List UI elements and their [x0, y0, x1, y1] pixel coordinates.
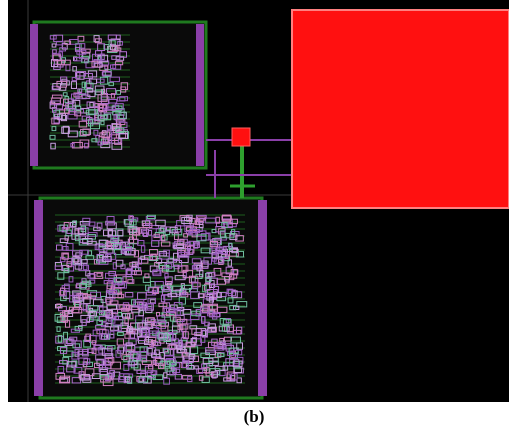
layout-figure: (b) — [0, 0, 509, 433]
large-macro — [292, 10, 509, 208]
pin-column — [258, 200, 267, 396]
pin-column — [196, 24, 204, 166]
pin-column — [34, 200, 43, 396]
bottom-block — [34, 198, 267, 398]
caption: (b) — [244, 407, 265, 426]
top-block — [30, 22, 206, 168]
small-macro — [232, 128, 250, 146]
pin-column — [30, 24, 38, 166]
page: (b) (() => { const data = JSON.parse(doc… — [0, 0, 509, 433]
